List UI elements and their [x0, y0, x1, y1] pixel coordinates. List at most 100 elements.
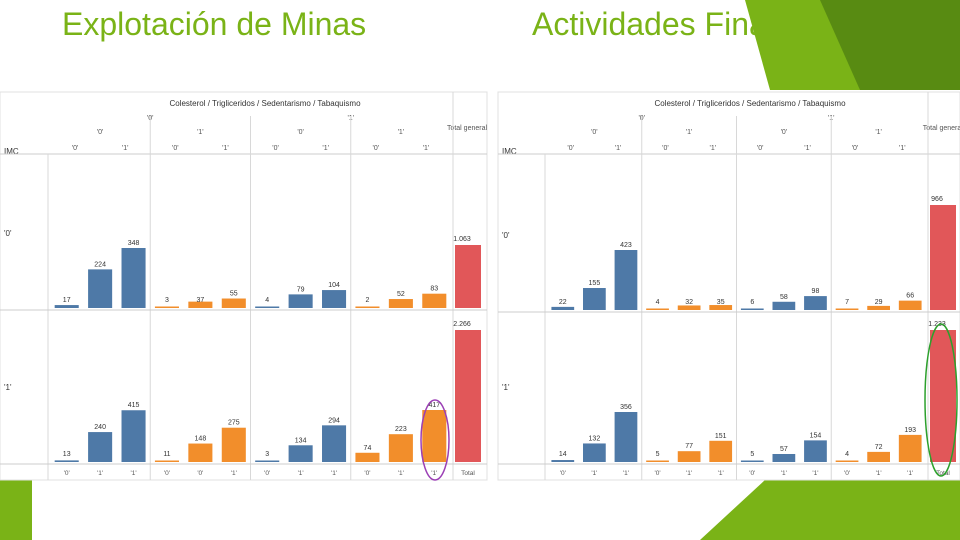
right-bar-row0 [867, 305, 890, 310]
right-bar-row1 [677, 451, 701, 462]
left-level2-label: '1' [197, 129, 204, 136]
left-bar-value-label: 294 [328, 417, 340, 424]
right-bar-value-label: 72 [875, 444, 883, 451]
highlight-circle-left [420, 399, 450, 481]
left-bar-value-label: 348 [128, 240, 140, 247]
right-bar-value-label: 35 [717, 299, 725, 306]
right-bar-row0 [804, 296, 827, 310]
right-bar-row1 [583, 443, 606, 462]
left-bar-value-label: 4 [265, 297, 269, 304]
right-row-label: '0' [502, 231, 510, 240]
right-bar-row0 [898, 300, 922, 310]
left-bar-value-label: 148 [195, 436, 207, 443]
left-bar-row0 [255, 306, 280, 308]
right-bar-row0 [772, 301, 796, 310]
right-bar-value-label: 4 [656, 299, 660, 306]
right-bar-row1 [772, 453, 796, 462]
left-bottom-axis-label: '1' [97, 470, 103, 477]
right-header-label: Colesterol / Trigliceridos / Sedentarism… [654, 99, 846, 108]
left-level2-label: '0' [97, 129, 104, 136]
right-total-value-label: 966 [931, 196, 943, 203]
right-bar-row1 [740, 460, 764, 462]
right-level3-label: '0' [757, 145, 764, 152]
left-bar-value-label: 52 [397, 291, 405, 298]
right-bar-value-label: 32 [685, 299, 693, 306]
left-bar-value-label: 83 [430, 286, 438, 293]
right-bar-row1 [709, 440, 733, 462]
right-bar-value-label: 7 [845, 299, 849, 306]
right-bottom-axis-label: '0' [654, 470, 660, 477]
right-bar-row1 [646, 460, 669, 462]
left-bar-row0 [388, 299, 413, 308]
right-bottom-axis-label: '0' [749, 470, 755, 477]
right-bar-value-label: 29 [875, 299, 883, 306]
left-bar-row1 [221, 427, 246, 462]
right-bar-row1 [614, 412, 638, 462]
left-bottom-axis-label: '1' [231, 470, 237, 477]
right-bar-row0 [551, 306, 575, 310]
left-bar-value-label: 104 [328, 282, 340, 289]
right-level3-label: '0' [567, 145, 574, 152]
right-bottom-axis-label: '1' [876, 470, 882, 477]
right-bar-value-label: 423 [620, 242, 632, 249]
left-bottom-axis-label: '1' [130, 470, 136, 477]
left-level3-label: '1' [423, 145, 430, 152]
right-bar-row0 [583, 288, 606, 310]
right-bar-value-label: 4 [845, 451, 849, 458]
right-bar-value-label: 22 [559, 299, 567, 306]
left-bar-value-label: 224 [94, 261, 106, 268]
left-header-label: Colesterol / Trigliceridos / Sedentarism… [169, 99, 361, 108]
left-bar-value-label: 74 [364, 445, 372, 452]
left-bottom-axis-label: '1' [298, 470, 304, 477]
right-level2-label: '1' [875, 129, 882, 136]
left-bar-value-label: 37 [196, 297, 204, 304]
right-level2-label: '0' [591, 129, 598, 136]
right-bar-row0 [835, 308, 859, 310]
right-bar-value-label: 6 [750, 299, 754, 306]
right-bar-value-label: 154 [810, 432, 822, 439]
right-bar-row0 [677, 305, 701, 310]
left-bar-value-label: 55 [230, 291, 238, 298]
right-bottom-axis-label: '1' [623, 470, 629, 477]
left-bar-value-label: 79 [297, 286, 305, 293]
left-bottom-axis-label: '0' [197, 470, 203, 477]
right-level2-label: '0' [781, 129, 788, 136]
left-bar-value-label: 417 [428, 402, 440, 409]
right-bar-value-label: 98 [812, 288, 820, 295]
right-bar-row1 [551, 460, 575, 462]
right-row-label: '1' [502, 383, 510, 392]
left-bar-value-label: 240 [94, 424, 106, 431]
left-bottom-axis-label: '0' [264, 470, 270, 477]
right-bar-value-label: 5 [656, 451, 660, 458]
right-panel-frame [497, 91, 960, 481]
left-bar-row0 [288, 294, 313, 308]
right-level3-label: '0' [852, 145, 859, 152]
left-bar-value-label: 13 [63, 451, 71, 458]
corner-decoration-left [0, 480, 32, 540]
right-bar-value-label: 66 [906, 293, 914, 300]
left-bottom-axis-label: '0' [64, 470, 70, 477]
right-bottom-axis-label: Total [936, 470, 950, 477]
right-bar-row1 [898, 434, 922, 462]
left-bar-value-label: 3 [165, 297, 169, 304]
left-bar-value-label: 3 [265, 451, 269, 458]
right-bottom-axis-label: '0' [844, 470, 850, 477]
left-bottom-axis-label: Total [461, 470, 475, 477]
left-bar-value-label: 275 [228, 420, 240, 427]
right-bottom-axis-label: '1' [718, 470, 724, 477]
right-total-bar-row1 [930, 330, 956, 462]
right-level3-label: '1' [615, 145, 622, 152]
left-level3-label: '1' [122, 145, 129, 152]
right-bar-row0 [646, 308, 669, 310]
left-panel-frame [0, 91, 488, 481]
right-bar-row0 [614, 250, 638, 310]
left-level2-label: '0' [297, 129, 304, 136]
left-bar-row1 [422, 410, 447, 462]
left-level2-label: '1' [398, 129, 405, 136]
left-bar-row0 [221, 298, 246, 308]
right-total-header-label: Total genera [923, 125, 960, 132]
left-bar-row0 [422, 293, 447, 308]
right-bar-value-label: 77 [685, 443, 693, 450]
left-total-bar-row1 [455, 330, 481, 462]
